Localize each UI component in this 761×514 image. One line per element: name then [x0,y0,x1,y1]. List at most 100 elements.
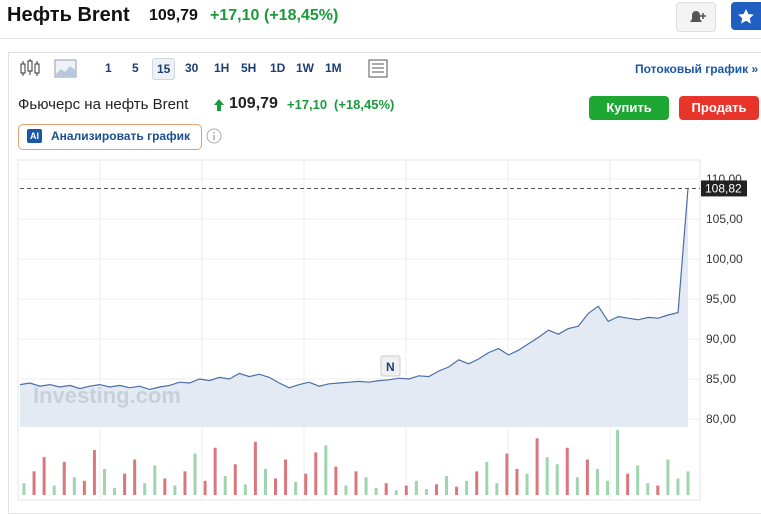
interval-button[interactable]: 1W [296,61,314,75]
volume-bar [274,478,278,495]
volume-bar [344,485,348,495]
volume-bar [233,464,237,495]
instrument-change-pct: (+18,45%) [334,97,395,112]
volume-bar [193,453,197,495]
volume-bar [676,478,680,495]
stream-link[interactable]: Потоковый график » [635,62,759,76]
volume-bar [22,483,26,495]
volume-bar [223,476,227,495]
interval-button[interactable]: 1D [270,61,286,75]
volume-bar [203,480,207,495]
price: 109,79 [149,7,198,24]
volume-bar [646,483,650,495]
plot-border [17,159,701,501]
volume-bar [72,477,76,495]
instrument-price: 109,79 [229,95,278,112]
volume-bar [404,485,408,495]
volume-bar [535,438,539,495]
y-tick-label: 90,00 [706,332,736,346]
change: +17,10 [210,7,260,24]
volume-bar [485,461,489,495]
alert-button[interactable] [676,2,716,32]
volume-bar [143,483,147,495]
volume-bar [626,473,630,495]
sell-button[interactable]: Продать [679,96,759,120]
volume-bar [424,489,428,495]
volume-bar [606,480,610,495]
volume-bar [284,459,288,495]
current-box [701,180,747,197]
volume-bar [666,459,670,495]
watchlist-button[interactable] [731,2,761,30]
interval-button[interactable]: 1 [105,61,112,75]
interval-button[interactable]: 30 [185,61,199,75]
candle-icon[interactable] [18,58,42,80]
interval-button[interactable]: 5H [241,61,257,75]
change-pct: (+18,45%) [264,7,339,24]
volume-bar [243,484,247,495]
volume-bar [294,482,298,495]
instrument-change: +17,10 [287,97,328,112]
volume-bar [445,476,449,495]
interval-button[interactable]: 1H [214,61,230,75]
interval-button[interactable]: 1M [325,61,342,75]
volume-bar [52,485,56,495]
price-line [19,188,689,391]
info-icon[interactable] [206,128,222,144]
y-tick-label: 80,00 [706,412,736,426]
volume-bar [505,453,509,495]
y-tick-label: 105,00 [706,212,743,226]
volume-bar [92,450,96,495]
volume-bar [575,477,579,495]
volume-bar [173,485,177,495]
volume-bar [213,447,217,495]
volume-bar [555,464,559,495]
y-tick-label: 95,00 [706,292,736,306]
volume-bar [686,471,690,495]
page-title: Нефть Brent [7,4,130,26]
volume-bar [82,480,86,495]
volume-bar [495,483,499,495]
volume-bar [515,469,519,495]
area-fill [20,188,688,427]
volume-bar [465,480,469,495]
event-marker: N [386,360,395,374]
volume-bar [394,490,398,495]
volume-bar [253,441,257,495]
volume-bar [113,487,117,495]
instrument-name: Фьючерс на нефть Brent [18,96,189,113]
interval-button[interactable]: 15 [152,58,176,80]
volume-bar [364,477,368,495]
ai-badge: AI [27,129,42,143]
volume-bar [163,478,167,495]
event-marker-box [380,355,401,377]
current-label: 108,82 [705,181,742,195]
volume-bar [636,465,640,495]
volume-bar [32,471,36,495]
volume-bar [384,483,388,495]
volume-bar [616,430,620,495]
area-icon[interactable] [54,58,78,80]
volume-bar [374,487,378,495]
volume-bar [595,469,599,495]
volume-bar [354,471,358,495]
y-tick-label: 100,00 [706,252,743,266]
volume-bar [585,459,589,495]
volume-bar [434,484,438,495]
volume-bar [314,452,318,495]
volume-bar [263,469,267,495]
star-icon [738,9,754,24]
interval-button[interactable]: 5 [132,61,139,75]
y-tick-label: 85,00 [706,372,736,386]
volume-bar [62,461,66,495]
buy-button[interactable]: Купить [589,96,669,120]
up-arrow [214,99,224,111]
volume-bar [153,465,157,495]
volume-bar [455,486,459,495]
watermark: Investing.com [33,383,181,408]
layout-icon[interactable] [367,58,389,80]
bell-icon [690,11,706,22]
analyze-button[interactable] [18,124,202,150]
volume-bar [475,471,479,495]
volume-bar [102,469,106,495]
